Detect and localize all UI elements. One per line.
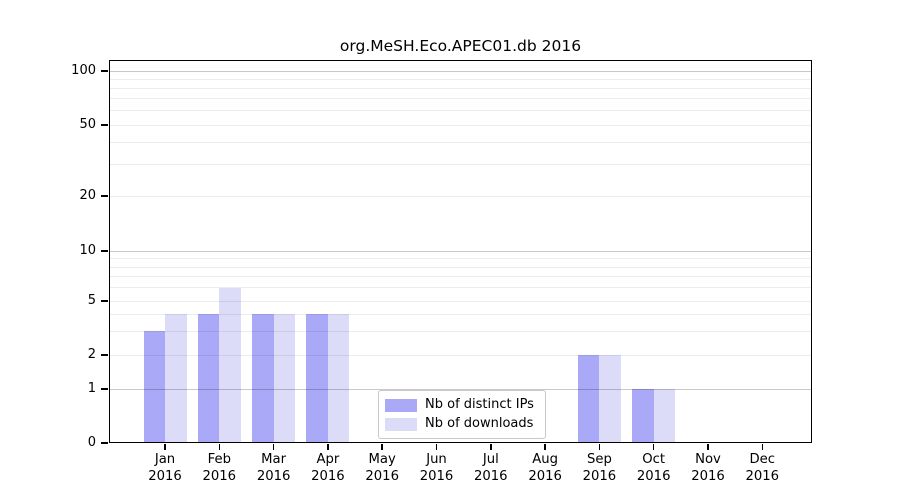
x-tick-label-oct: Oct 2016	[636, 452, 671, 484]
grid-minor-line-5	[110, 300, 811, 302]
y-tick-label-5: 5	[87, 293, 96, 308]
grid-major-line-100	[110, 70, 811, 72]
grid-minor-line-80	[110, 87, 811, 89]
y-tick-20	[101, 195, 108, 197]
legend-swatch-distinct-ips	[385, 398, 417, 412]
legend-label-downloads: Nb of downloads	[425, 416, 534, 431]
x-tick-feb	[218, 443, 221, 450]
legend-label-distinct-ips: Nb of distinct IPs	[425, 397, 534, 412]
grid-minor-line-20	[110, 195, 811, 197]
grid-major-line-10	[110, 250, 811, 252]
y-tick-label-100: 100	[71, 63, 96, 78]
y-tick-label-1: 1	[87, 381, 96, 396]
y-tick-2	[101, 354, 108, 356]
bar-distinct-ips-apr	[306, 314, 328, 443]
x-tick-label-aug: Aug 2016	[528, 452, 562, 484]
x-tick-aug	[544, 443, 546, 450]
legend: Nb of distinct IPs Nb of downloads	[378, 390, 546, 439]
x-tick-label-jul: Jul 2016	[474, 452, 508, 484]
y-tick-0	[101, 442, 108, 444]
y-tick-label-0: 0	[87, 435, 96, 450]
bar-downloads-sep	[599, 355, 621, 443]
y-tick-label-20: 20	[79, 188, 96, 203]
legend-item-distinct-ips: Nb of distinct IPs	[385, 398, 537, 412]
bar-distinct-ips-sep	[577, 355, 600, 443]
y-tick-5	[101, 300, 108, 302]
bar-downloads-feb	[219, 287, 241, 443]
grid-minor-line-6	[110, 287, 811, 289]
grid-minor-line-2	[110, 354, 811, 356]
y-tick-label-10: 10	[79, 243, 96, 258]
bar-distinct-ips-feb	[197, 314, 220, 443]
grid-minor-line-9	[110, 258, 811, 260]
x-tick-sep	[598, 443, 601, 450]
x-tick-nov	[707, 443, 709, 450]
grid-minor-line-3	[110, 330, 811, 332]
x-tick-label-feb: Feb 2016	[202, 452, 237, 484]
x-tick-dec	[761, 443, 764, 450]
chart-title: org.MeSH.Eco.APEC01.db 2016	[339, 37, 582, 55]
y-tick-label-2: 2	[87, 347, 96, 362]
x-tick-label-mar: Mar 2016	[256, 452, 291, 484]
x-tick-label-may: May 2016	[365, 452, 399, 484]
grid-minor-line-60	[110, 110, 811, 112]
grid-minor-line-30	[110, 164, 811, 166]
x-tick-label-apr: Apr 2016	[311, 452, 345, 484]
bar-downloads-mar	[273, 314, 296, 443]
x-tick-may	[381, 443, 383, 450]
legend-swatch-downloads	[385, 417, 417, 431]
y-tick-1	[101, 388, 108, 390]
y-tick-label-50: 50	[79, 117, 96, 132]
grid-minor-line-70	[110, 98, 811, 100]
x-tick-jan	[164, 443, 166, 450]
x-tick-mar	[272, 443, 275, 450]
bar-distinct-ips-jan	[143, 331, 165, 443]
x-tick-label-nov: Nov 2016	[691, 452, 725, 484]
legend-item-downloads: Nb of downloads	[385, 417, 537, 431]
bar-downloads-jan	[165, 314, 187, 443]
bar-distinct-ips-oct	[632, 389, 654, 443]
x-tick-label-jan: Jan 2016	[148, 452, 182, 484]
grid-minor-line-50	[110, 124, 811, 126]
y-tick-10	[101, 250, 108, 252]
x-tick-jul	[490, 443, 492, 450]
x-tick-label-jun: Jun 2016	[419, 452, 454, 484]
bar-downloads-oct	[653, 389, 676, 443]
x-tick-jun	[435, 443, 438, 450]
y-tick-100	[101, 70, 108, 72]
x-tick-apr	[327, 443, 329, 450]
grid-major-line-1	[110, 388, 811, 390]
x-tick-oct	[652, 443, 655, 450]
grid-minor-line-40	[110, 141, 811, 143]
grid-minor-line-90	[110, 78, 811, 80]
x-tick-label-dec: Dec 2016	[745, 452, 780, 484]
grid-minor-line-7	[110, 276, 811, 278]
bar-downloads-apr	[327, 314, 350, 443]
y-tick-50	[101, 124, 108, 126]
grid-minor-line-4	[110, 313, 811, 315]
bar-distinct-ips-mar	[252, 314, 274, 443]
grid-minor-line-8	[110, 266, 811, 268]
x-tick-label-sep: Sep 2016	[582, 452, 617, 484]
